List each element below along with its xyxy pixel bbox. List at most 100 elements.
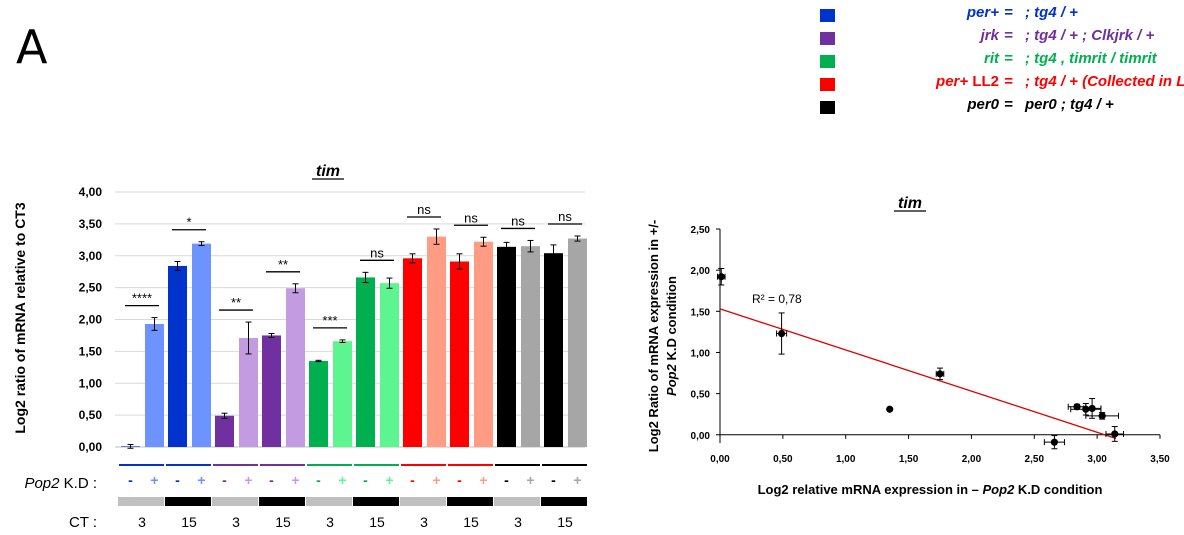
kd-sign: -	[316, 472, 321, 488]
kd-sign: +	[291, 472, 299, 488]
data-point	[1088, 404, 1096, 413]
y-tick-label: 2,00	[79, 313, 103, 327]
legend-genotype: ; tg4 , timrit / timrit	[1025, 50, 1157, 67]
kd-sign: +	[338, 472, 346, 488]
x-tick-label: 3,50	[1150, 454, 1170, 465]
kd-sign: -	[269, 472, 274, 488]
bar	[356, 277, 375, 447]
legend-swatch	[820, 78, 835, 91]
ct-label: 15	[557, 514, 573, 530]
ct-bar	[541, 497, 587, 506]
ct-bar	[494, 497, 540, 506]
significance-label: ****	[132, 291, 152, 306]
legend-genotype: per0 ; tg4 / +	[1025, 96, 1114, 113]
chart-title: tim	[316, 163, 340, 180]
y-tick-label: 3,00	[79, 249, 103, 263]
y-tick-label: 2,50	[79, 281, 103, 295]
y-tick-label: 1,50	[79, 344, 103, 358]
data-point	[1098, 412, 1106, 420]
ct-label: 3	[232, 514, 240, 530]
ct-bar	[118, 497, 164, 506]
bar	[544, 253, 563, 447]
y-axis-label: Log2 ratio of mRNA relative to CT3	[12, 202, 28, 434]
x-tick-label: 3,00	[1087, 454, 1107, 465]
ct-label: 15	[275, 514, 291, 530]
x-tick-label: 1,00	[836, 454, 856, 465]
r2-label: R² = 0,78	[752, 292, 802, 306]
significance-label: ns	[417, 202, 431, 217]
significance-label: ***	[322, 313, 337, 328]
y-tick-label: 1,50	[691, 307, 711, 318]
legend-swatch	[820, 55, 835, 68]
kd-sign: +	[526, 472, 534, 488]
ct-bar	[447, 497, 493, 506]
y-tick-label: 0,50	[79, 408, 103, 422]
legend-swatch	[820, 32, 835, 45]
significance-label: ns	[558, 209, 572, 224]
y-tick-label: 2,50	[691, 225, 711, 236]
x-label-gene: Pop2	[983, 482, 1016, 497]
kd-sign: +	[244, 472, 252, 488]
ct-label: 3	[138, 514, 146, 530]
kd-sign: -	[410, 472, 415, 488]
kd-row-gene: Pop2	[24, 475, 63, 492]
data-point	[936, 370, 944, 378]
ct-label: 15	[369, 514, 385, 530]
legend-equals: =	[1004, 96, 1013, 113]
ct-label: 3	[420, 514, 428, 530]
y-tick-label: 4,00	[79, 185, 103, 199]
x-tick-label: 2,50	[1025, 454, 1045, 465]
legend-key: per+ LL2	[936, 73, 999, 90]
scatter-chart: 0,00 0,50 1,00 1,50 2,00 2,50 0,00 0,50 1,00 1,50…	[646, 195, 1170, 497]
x-tick-label: 0,50	[773, 454, 793, 465]
legend-genotype: ; tg4 / +	[1025, 4, 1078, 21]
bar	[427, 236, 446, 447]
significance-label: ns	[511, 213, 525, 228]
x-tick-label: 2,00	[962, 454, 982, 465]
legend-item: per+ LL2 = ; tg4 / + (Collected in LL2)	[820, 73, 1184, 93]
bar	[474, 241, 493, 447]
chart-title: tim	[898, 195, 922, 212]
significance-label: **	[278, 257, 288, 272]
kd-row-rest: K.D :	[64, 475, 97, 492]
bar	[215, 415, 234, 447]
legend-key: jrk	[980, 27, 999, 44]
y-tick-label: 0,00	[79, 440, 103, 454]
y-label-gene: Pop2	[664, 363, 679, 396]
bar	[168, 265, 187, 447]
ct-bar	[165, 497, 211, 506]
legend-key: rit	[984, 50, 999, 67]
kd-row-label: Pop2 K.D :	[24, 475, 97, 492]
data-point	[717, 273, 725, 281]
legend-equals: =	[1004, 4, 1013, 21]
bar	[192, 243, 211, 447]
x-axis-label: Log2 relative mRNA expression in – Pop2 …	[758, 482, 1103, 497]
significance-label: **	[231, 295, 241, 310]
legend-key: per0	[967, 96, 999, 113]
ct-label: 3	[326, 514, 334, 530]
bar	[286, 288, 305, 447]
bar	[403, 258, 422, 447]
legend-item: per0 = per0 ; tg4 / +	[820, 96, 1184, 116]
legend-genotype: ; tg4 / + ; Clkjrk / +	[1025, 27, 1155, 44]
y-tick-label: 2,00	[691, 266, 711, 277]
ct-bar	[212, 497, 258, 506]
legend-key: per+	[966, 4, 999, 21]
kd-sign: -	[175, 472, 180, 488]
x-label-part: K.D condition	[1014, 482, 1102, 497]
y-tick-label: 3,50	[79, 217, 103, 231]
ct-label: 15	[181, 514, 197, 530]
kd-sign: -	[128, 472, 133, 488]
bar	[380, 283, 399, 447]
ct-label: 3	[514, 514, 522, 530]
x-tick-label: 1,50	[899, 454, 919, 465]
kd-sign: +	[385, 472, 393, 488]
y-tick-label: 1,00	[79, 376, 103, 390]
bar	[521, 246, 540, 447]
kd-sign: +	[197, 472, 205, 488]
y-tick-label: 0,00	[691, 431, 711, 442]
ct-bar	[353, 497, 399, 506]
data-point	[886, 405, 894, 413]
kd-sign: -	[363, 472, 368, 488]
data-point	[778, 329, 786, 338]
